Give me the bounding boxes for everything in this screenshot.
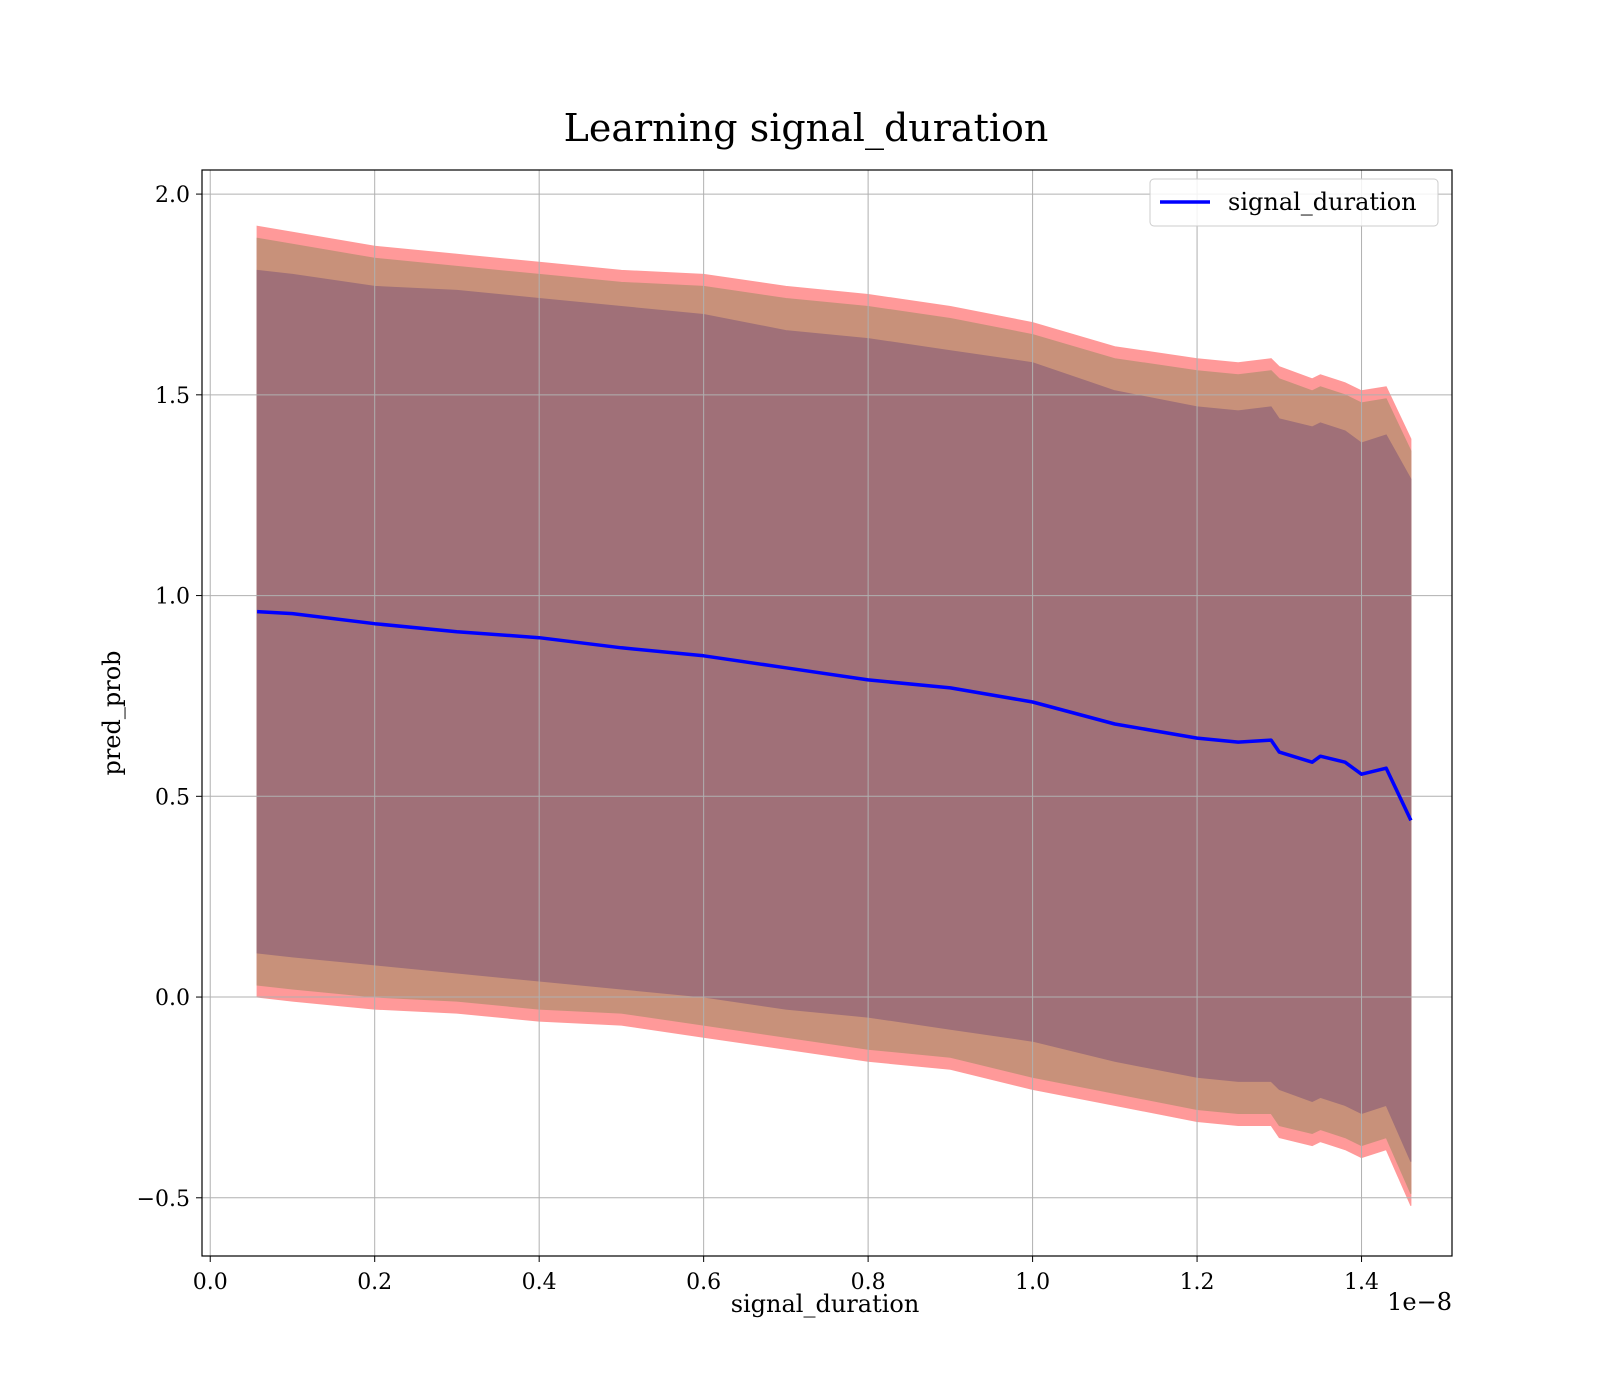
chart-title: Learning signal_duration	[564, 106, 1049, 151]
series-lines	[257, 609, 1413, 822]
y-tick-label: −0.5	[137, 1187, 190, 1212]
y-tick-label: 2.0	[155, 183, 190, 208]
series-line-signal-duration	[257, 609, 1413, 822]
x-tick-label: 1.0	[1015, 1270, 1050, 1295]
y-tick-label: 1.0	[155, 585, 190, 610]
x-tick-label: 0.4	[522, 1270, 557, 1295]
x-axis-offset-text: 1e−8	[1387, 1288, 1452, 1316]
plot-area	[201, 169, 1453, 1257]
x-tick-label: 1.2	[1180, 1270, 1215, 1295]
legend: signal_duration	[1149, 178, 1439, 227]
plot-frame	[201, 169, 1453, 1257]
legend-box	[1149, 178, 1439, 227]
y-tick-label: 0.0	[155, 986, 190, 1011]
y-axis-label: pred_prob	[98, 650, 126, 775]
band-inner	[256, 269, 1412, 1162]
x-tick-label: 1.4	[1344, 1270, 1379, 1295]
legend-entry-label: signal_duration	[1228, 188, 1417, 216]
x-axis-label: signal_duration	[731, 1290, 920, 1318]
y-tick-label: 0.5	[155, 785, 190, 810]
x-axis-ticks: 0.0 0.2 0.4 0.6 0.8 1.0 1.2 1.4	[193, 1256, 1379, 1295]
confidence-bands	[256, 225, 1412, 1207]
x-tick-label: 0.6	[686, 1270, 721, 1295]
x-tick-label: 0.0	[193, 1270, 228, 1295]
x-tick-label: 0.2	[357, 1270, 392, 1295]
y-axis-ticks: −0.5 0.0 0.5 1.0 1.5 2.0	[137, 183, 202, 1212]
grid	[202, 170, 1452, 1256]
x-tick-label: 0.8	[851, 1270, 886, 1295]
y-tick-label: 1.5	[155, 384, 190, 409]
